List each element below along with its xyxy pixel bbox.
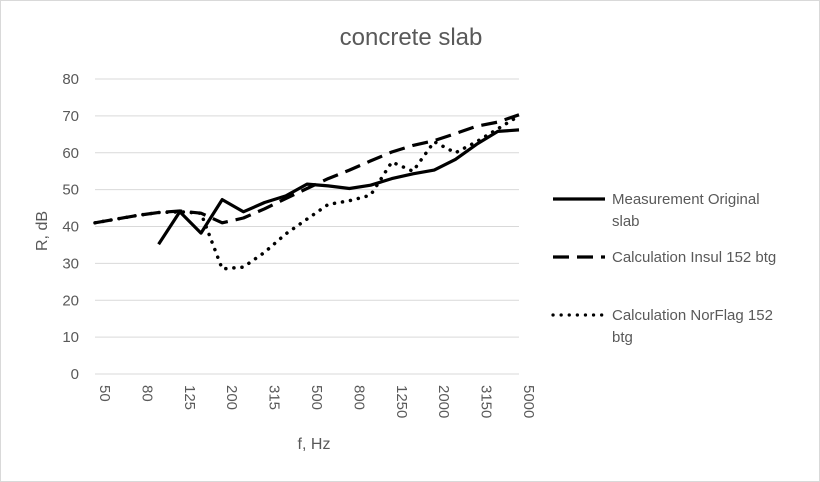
- legend-label: Measurement Original: [612, 191, 760, 208]
- x-tick-label: 200: [223, 385, 240, 410]
- y-tick-label: 10: [62, 329, 79, 346]
- x-tick-label: 2000: [435, 385, 452, 418]
- series-group: [93, 113, 521, 271]
- y-tick-label: 70: [62, 108, 79, 125]
- legend-label: Calculation Insul 152 btg: [612, 249, 776, 266]
- x-tick-label: 1250: [393, 385, 410, 418]
- x-tick-label: 80: [138, 385, 155, 402]
- y-tick-label: 30: [62, 255, 79, 272]
- legend: Measurement Original slab Calculation Insu…: [551, 191, 776, 346]
- legend-label: btg: [612, 329, 633, 346]
- grid-lines: [95, 78, 519, 338]
- series-line-dotted: [93, 114, 521, 271]
- x-tick-label: 3150: [478, 385, 495, 418]
- chart-title: concrete slab: [340, 24, 483, 51]
- y-tick-label: 80: [62, 71, 79, 88]
- y-tick-label: 60: [62, 145, 79, 162]
- y-tick-label: 40: [62, 219, 79, 236]
- y-axis-title: R, dB: [34, 211, 51, 251]
- x-axis-ticks: 50 80 125 200 315 500 800 1250 2000 3150 5000: [96, 385, 537, 418]
- y-axis-ticks: 0 10 20 30 40 50 60 70 80: [62, 71, 79, 383]
- x-tick-label: 5000: [520, 385, 537, 418]
- y-tick-label: 0: [71, 366, 79, 383]
- legend-label: slab: [612, 213, 640, 230]
- x-tick-label: 800: [350, 385, 367, 410]
- x-axis-title: f, Hz: [298, 436, 331, 453]
- x-tick-label: 500: [308, 385, 325, 410]
- series-line-solid: [157, 128, 520, 246]
- series-line-dashed: [94, 113, 520, 225]
- legend-label: Calculation NorFlag 152: [612, 307, 773, 324]
- y-tick-label: 50: [62, 182, 79, 199]
- y-tick-label: 20: [62, 292, 79, 309]
- x-tick-label: 50: [96, 385, 113, 402]
- x-tick-label: 315: [266, 385, 283, 410]
- x-tick-label: 125: [181, 385, 198, 410]
